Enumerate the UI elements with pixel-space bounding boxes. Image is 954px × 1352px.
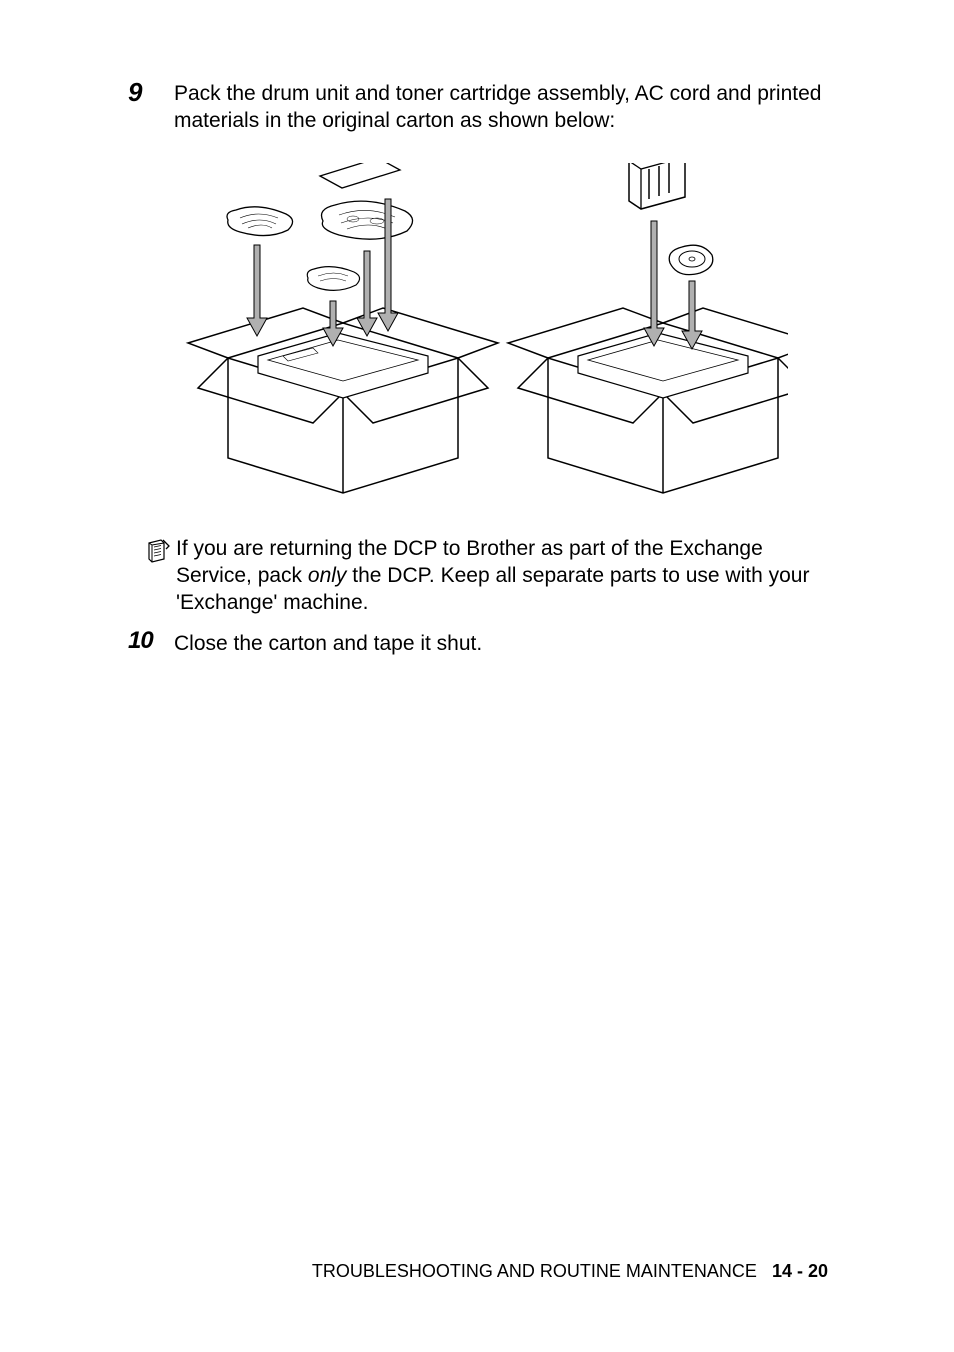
footer-section: TROUBLESHOOTING AND ROUTINE MAINTENANCE [312, 1261, 757, 1281]
packing-diagram [168, 163, 788, 503]
step-number-9: 9 [128, 78, 174, 107]
note-text-italic: only [308, 564, 347, 587]
step-9-text: Pack the drum unit and toner cartridge a… [174, 78, 828, 135]
step-9: 9 Pack the drum unit and toner cartridge… [128, 78, 828, 135]
page-footer: TROUBLESHOOTING AND ROUTINE MAINTENANCE … [312, 1261, 828, 1282]
footer-page: 14 - 20 [772, 1261, 828, 1281]
step-number-10: 10 [128, 628, 174, 654]
note-block: If you are returning the DCP to Brother … [126, 535, 828, 617]
note-text: If you are returning the DCP to Brother … [176, 535, 828, 617]
step-10-text: Close the carton and tape it shut. [174, 628, 828, 657]
step-10: 10 Close the carton and tape it shut. [128, 628, 828, 657]
note-icon [146, 535, 176, 563]
